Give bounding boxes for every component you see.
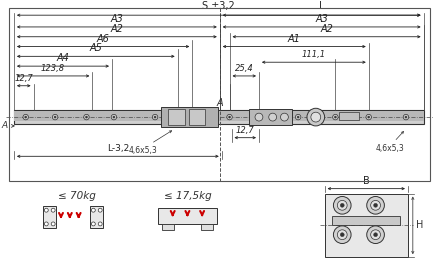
- Bar: [339, 112, 359, 120]
- Bar: [332, 216, 400, 225]
- Text: A: A: [2, 121, 8, 130]
- Circle shape: [371, 200, 381, 210]
- Bar: [14, 111, 424, 121]
- Text: B: B: [363, 176, 370, 186]
- Circle shape: [51, 222, 55, 226]
- Text: ≤ 17,5kg: ≤ 17,5kg: [164, 192, 211, 201]
- Text: 4,6x5,3: 4,6x5,3: [129, 146, 158, 154]
- Circle shape: [154, 116, 156, 118]
- Text: A3: A3: [110, 14, 123, 24]
- Text: 12,7: 12,7: [236, 126, 255, 135]
- Bar: [201, 224, 213, 230]
- Circle shape: [254, 116, 256, 118]
- Circle shape: [92, 222, 95, 226]
- Circle shape: [311, 112, 321, 122]
- Circle shape: [207, 114, 213, 120]
- Circle shape: [209, 116, 211, 118]
- Circle shape: [296, 114, 301, 120]
- Circle shape: [334, 196, 351, 214]
- Text: A4: A4: [57, 53, 69, 63]
- Circle shape: [371, 230, 381, 240]
- Circle shape: [52, 114, 58, 120]
- Text: L: L: [319, 1, 324, 11]
- Circle shape: [340, 203, 344, 207]
- Circle shape: [337, 200, 347, 210]
- Circle shape: [307, 108, 325, 126]
- Circle shape: [337, 230, 347, 240]
- Text: A2: A2: [110, 24, 123, 34]
- Circle shape: [98, 222, 102, 226]
- Text: ≤ 70kg: ≤ 70kg: [58, 192, 95, 201]
- Circle shape: [374, 233, 378, 237]
- Circle shape: [405, 116, 407, 118]
- Circle shape: [252, 114, 258, 120]
- Bar: [9, 8, 430, 181]
- Circle shape: [85, 116, 88, 118]
- Circle shape: [280, 113, 288, 121]
- Circle shape: [334, 116, 336, 118]
- Bar: [90, 206, 103, 228]
- Text: A2: A2: [320, 24, 333, 34]
- Text: L-3,2: L-3,2: [107, 144, 129, 153]
- Circle shape: [334, 226, 351, 243]
- Bar: [162, 224, 174, 230]
- Text: A6: A6: [97, 34, 109, 44]
- Text: A5: A5: [89, 43, 102, 54]
- Text: S ±3,2: S ±3,2: [202, 1, 235, 11]
- Circle shape: [367, 226, 385, 243]
- Text: H: H: [416, 220, 423, 230]
- Circle shape: [98, 208, 102, 212]
- Text: 25,4: 25,4: [235, 64, 254, 73]
- Circle shape: [270, 114, 276, 120]
- Circle shape: [297, 116, 299, 118]
- Circle shape: [269, 113, 276, 121]
- Circle shape: [84, 114, 89, 120]
- Circle shape: [23, 114, 28, 120]
- Circle shape: [333, 114, 338, 120]
- Bar: [43, 206, 56, 228]
- Text: A: A: [216, 98, 223, 108]
- Text: A3: A3: [315, 14, 328, 24]
- Circle shape: [111, 114, 117, 120]
- Circle shape: [228, 116, 231, 118]
- Circle shape: [340, 233, 344, 237]
- Text: 123,8: 123,8: [41, 64, 65, 73]
- Bar: [14, 110, 424, 124]
- Circle shape: [374, 203, 378, 207]
- Text: A1: A1: [288, 34, 301, 44]
- Bar: [161, 107, 218, 127]
- Circle shape: [368, 116, 370, 118]
- Circle shape: [51, 208, 55, 212]
- Circle shape: [227, 114, 232, 120]
- Bar: [158, 208, 217, 224]
- Circle shape: [366, 114, 371, 120]
- Text: 111,1: 111,1: [302, 50, 326, 59]
- Bar: [325, 193, 408, 257]
- Circle shape: [44, 208, 48, 212]
- Circle shape: [367, 196, 385, 214]
- Circle shape: [255, 113, 263, 121]
- Bar: [249, 109, 292, 125]
- Text: 4,6x5,3: 4,6x5,3: [376, 144, 405, 153]
- Circle shape: [113, 116, 115, 118]
- Text: 12,7: 12,7: [14, 74, 33, 83]
- Circle shape: [152, 114, 158, 120]
- Bar: [189, 109, 205, 125]
- Circle shape: [272, 116, 274, 118]
- Circle shape: [44, 222, 48, 226]
- Bar: [168, 109, 185, 125]
- Circle shape: [403, 114, 409, 120]
- Circle shape: [25, 116, 27, 118]
- Circle shape: [54, 116, 56, 118]
- Circle shape: [92, 208, 95, 212]
